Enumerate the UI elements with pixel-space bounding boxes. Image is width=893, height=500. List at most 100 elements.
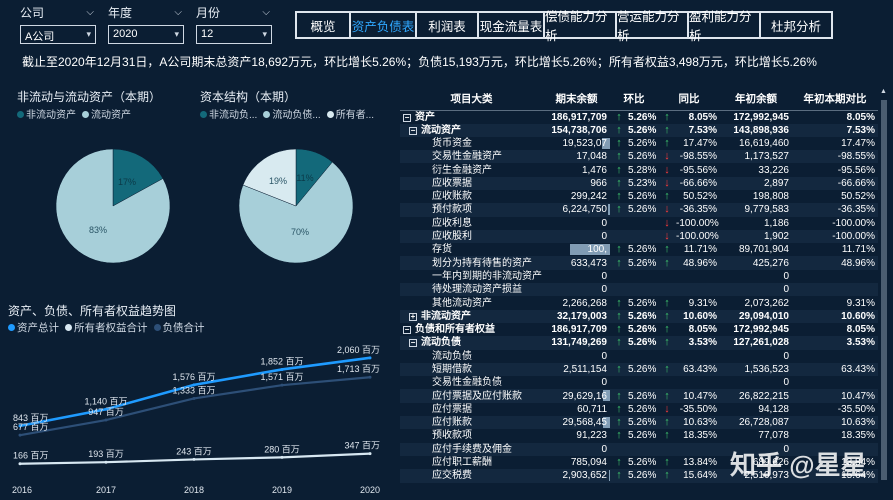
series-point[interactable] xyxy=(18,424,22,428)
tab-income-statement[interactable]: 利润表 xyxy=(415,11,479,39)
table-row[interactable]: 预收款项 91,223 ↑ 5.26% ↑ 18.35% 77,078 18.35% xyxy=(400,429,878,442)
series-point[interactable] xyxy=(192,396,196,400)
table-row[interactable]: 其他流动资产 2,266,268 ↑ 5.26% ↑ 9.31% 2,073,262 9.31… xyxy=(400,296,878,309)
expand-icon[interactable]: + xyxy=(409,311,417,321)
legend-item[interactable]: 非流动负... xyxy=(200,106,257,121)
collapse-icon[interactable]: − xyxy=(403,112,411,122)
legend-item[interactable]: 所有者... xyxy=(326,106,374,121)
table-row[interactable]: 应付账款 29,568,45 ↑ 5.26% ↑ 10.63% 26,728,087 10.6… xyxy=(400,416,878,430)
filter-month[interactable]: 月份 ⌵ 12 ▾ xyxy=(196,4,272,44)
table-row[interactable]: 交易性金融负债 0 0 xyxy=(400,376,878,389)
series-point[interactable] xyxy=(280,455,284,459)
pie2-slice[interactable] xyxy=(238,161,354,264)
end-balance: 0 xyxy=(601,350,607,362)
mom-value xyxy=(628,442,658,456)
series-point[interactable] xyxy=(104,407,108,411)
table-row[interactable]: 应交税费 2,903,652 ↑ 5.26% ↑ 15.64% 2,510,973 15.64… xyxy=(400,469,878,483)
chevron-down-icon[interactable]: ⌵ xyxy=(262,7,270,18)
legend-item[interactable]: 资产总计 xyxy=(8,320,59,335)
tab-balance-sheet[interactable]: 资产负债表 xyxy=(349,11,417,39)
table-row[interactable]: 应付票据 60,711 ↑ 5.26% ↓ -35.50% 94,128 -35.50% xyxy=(400,403,878,416)
series-point[interactable] xyxy=(368,356,372,360)
collapse-icon[interactable]: − xyxy=(403,325,411,335)
col-header-end-balance[interactable]: 期末余额 xyxy=(543,88,610,111)
table-scrollbar[interactable]: ▲ xyxy=(880,88,888,500)
mom-indicator: ↑ xyxy=(610,176,628,190)
table-row[interactable]: + 非流动资产 32,179,003 ↑ 5.26% ↑ 10.60% 29,094,010 1… xyxy=(400,309,878,323)
series-point[interactable] xyxy=(280,383,284,387)
collapse-icon[interactable]: − xyxy=(409,338,417,348)
series-point[interactable] xyxy=(18,462,22,466)
table-row[interactable]: 一年内到期的非流动资产 0 0 xyxy=(400,270,878,283)
table-row[interactable]: 应付票据及应付账款 29,629,16 ↑ 5.26% ↑ 10.47% 26,822,21… xyxy=(400,389,878,403)
mom-indicator: ↑ xyxy=(610,203,628,217)
series-point[interactable] xyxy=(368,375,372,379)
legend-item[interactable]: 负债合计 xyxy=(153,320,205,335)
table-row[interactable]: 待处理流动资产损益 0 0 xyxy=(400,283,878,297)
col-header-begin-balance[interactable]: 年初余额 xyxy=(720,88,792,111)
end-balance: 60,711 xyxy=(577,403,607,415)
series-point[interactable] xyxy=(368,452,372,456)
col-header-mom[interactable]: 环比 xyxy=(610,88,658,111)
table-row[interactable]: − 流动资产 154,738,706 ↑ 5.26% ↑ 7.53% 143,898,936 7… xyxy=(400,123,878,137)
series-point[interactable] xyxy=(192,457,196,461)
tab-operating[interactable]: 营运能力分析 xyxy=(615,10,689,43)
tab-cash-flow[interactable]: 现金流量表 xyxy=(477,11,545,39)
table-row[interactable]: 划分为持有待售的资产 633,473 ↑ 5.26% ↑ 48.96% 425,276 48.… xyxy=(400,256,878,270)
table-row[interactable]: 应付职工薪酬 785,094 ↑ 5.26% ↑ 13.84% 689,626 13.84% xyxy=(400,456,878,469)
table-row[interactable]: 应收利息 0 ↓ -100.00% 1,186 -100.00% xyxy=(400,217,878,230)
chevron-down-icon[interactable]: ⌵ xyxy=(174,7,182,18)
col-header-yoy[interactable]: 同比 xyxy=(658,88,720,111)
legend-item[interactable]: 流动负债... xyxy=(263,106,321,121)
col-header-item[interactable]: 项目大类 xyxy=(400,88,543,111)
table-row[interactable]: 衍生金融资产 1,476 ↑ 5.28% ↓ -95.56% 33,226 -95.56% xyxy=(400,163,878,176)
table-row[interactable]: 预付款项 6,224,750 ↑ 5.26% ↓ -36.35% 9,779,583 -36.… xyxy=(400,203,878,217)
arrow-up-icon: ↑ xyxy=(664,336,670,349)
legend-item[interactable]: 所有者权益合计 xyxy=(65,320,148,335)
mom-indicator: ↑ xyxy=(610,256,628,270)
table-row[interactable]: 交易性金融资产 17,048 ↑ 5.26% ↓ -98.55% 1,173,527 -98.… xyxy=(400,150,878,164)
tab-solvency[interactable]: 偿债能力分析 xyxy=(543,10,617,43)
table-row[interactable]: 应收股利 0 ↓ -100.00% 1,902 -100.00% xyxy=(400,229,878,244)
month-select[interactable]: 12 ▾ xyxy=(196,25,272,44)
year-select[interactable]: 2020 ▾ xyxy=(108,25,184,44)
collapse-icon[interactable]: − xyxy=(409,125,417,135)
data-label: 1,571 百万 xyxy=(260,372,303,382)
tab-dupont[interactable]: 杜邦分析 xyxy=(759,11,833,39)
pie1-slice[interactable] xyxy=(55,148,171,264)
series-point[interactable] xyxy=(18,433,22,437)
table-row[interactable]: − 资产 186,917,709 ↑ 5.26% ↑ 8.05% 172,992,945 8.0… xyxy=(400,110,878,124)
pie2-slice[interactable] xyxy=(242,148,297,207)
series-point[interactable] xyxy=(192,383,196,387)
table-row[interactable]: 短期借款 2,511,154 ↑ 5.26% ↑ 63.43% 1,536,523 63.43… xyxy=(400,362,878,377)
tab-overview[interactable]: 概览 xyxy=(295,11,351,39)
table-row[interactable]: − 流动负债 131,749,269 ↑ 5.26% ↑ 3.53% 127,261,028 3… xyxy=(400,336,878,350)
table-row[interactable]: 货币资金 19,523,07 ↑ 5.26% ↑ 17.47% 16,619,460 17.4… xyxy=(400,137,878,150)
table-row[interactable]: 存货 100, ↑ 5.26% ↑ 11.71% 89,701,904 11.71% xyxy=(400,243,878,256)
row-label: 预付款项 xyxy=(400,203,543,217)
legend-item[interactable]: 非流动资产 xyxy=(17,106,76,121)
filter-company[interactable]: 公司 ⌵ A公司 ▾ xyxy=(20,4,96,44)
series-point[interactable] xyxy=(280,367,284,371)
scrollbar-thumb[interactable] xyxy=(881,100,887,480)
begin-balance: 16,619,460 xyxy=(738,137,789,149)
series-point[interactable] xyxy=(104,418,108,422)
yoy-indicator: ↑ xyxy=(658,469,676,483)
series-point[interactable] xyxy=(104,460,108,464)
table-row[interactable]: − 负债和所有者权益 186,917,709 ↑ 5.26% ↑ 8.05% 172,992,… xyxy=(400,323,878,336)
table-row[interactable]: 应付手续费及佣金 0 0 xyxy=(400,442,878,456)
pie1-slice[interactable] xyxy=(112,148,164,207)
begin-balance: 89,701,904 xyxy=(738,244,789,256)
col-header-compare[interactable]: 年初本期对比 xyxy=(792,88,878,111)
legend-item[interactable]: 流动资产 xyxy=(82,106,131,121)
table-row[interactable]: 应收票据 966 ↑ 5.23% ↓ -66.66% 2,897 -66.66% xyxy=(400,176,878,190)
scroll-up-icon[interactable]: ▲ xyxy=(880,88,887,95)
company-select[interactable]: A公司 ▾ xyxy=(20,25,96,44)
end-balance: 0 xyxy=(601,377,607,389)
table-row[interactable]: 应收账款 299,242 ↑ 5.26% ↑ 50.52% 198,808 50.52% xyxy=(400,190,878,203)
chevron-down-icon[interactable]: ⌵ xyxy=(86,7,94,18)
filter-year[interactable]: 年度 ⌵ 2020 ▾ xyxy=(108,4,184,44)
tab-profitability[interactable]: 盈利能力分析 xyxy=(687,10,761,43)
arrow-up-icon: ↑ xyxy=(616,402,622,415)
table-row[interactable]: 流动负债 0 0 xyxy=(400,350,878,363)
